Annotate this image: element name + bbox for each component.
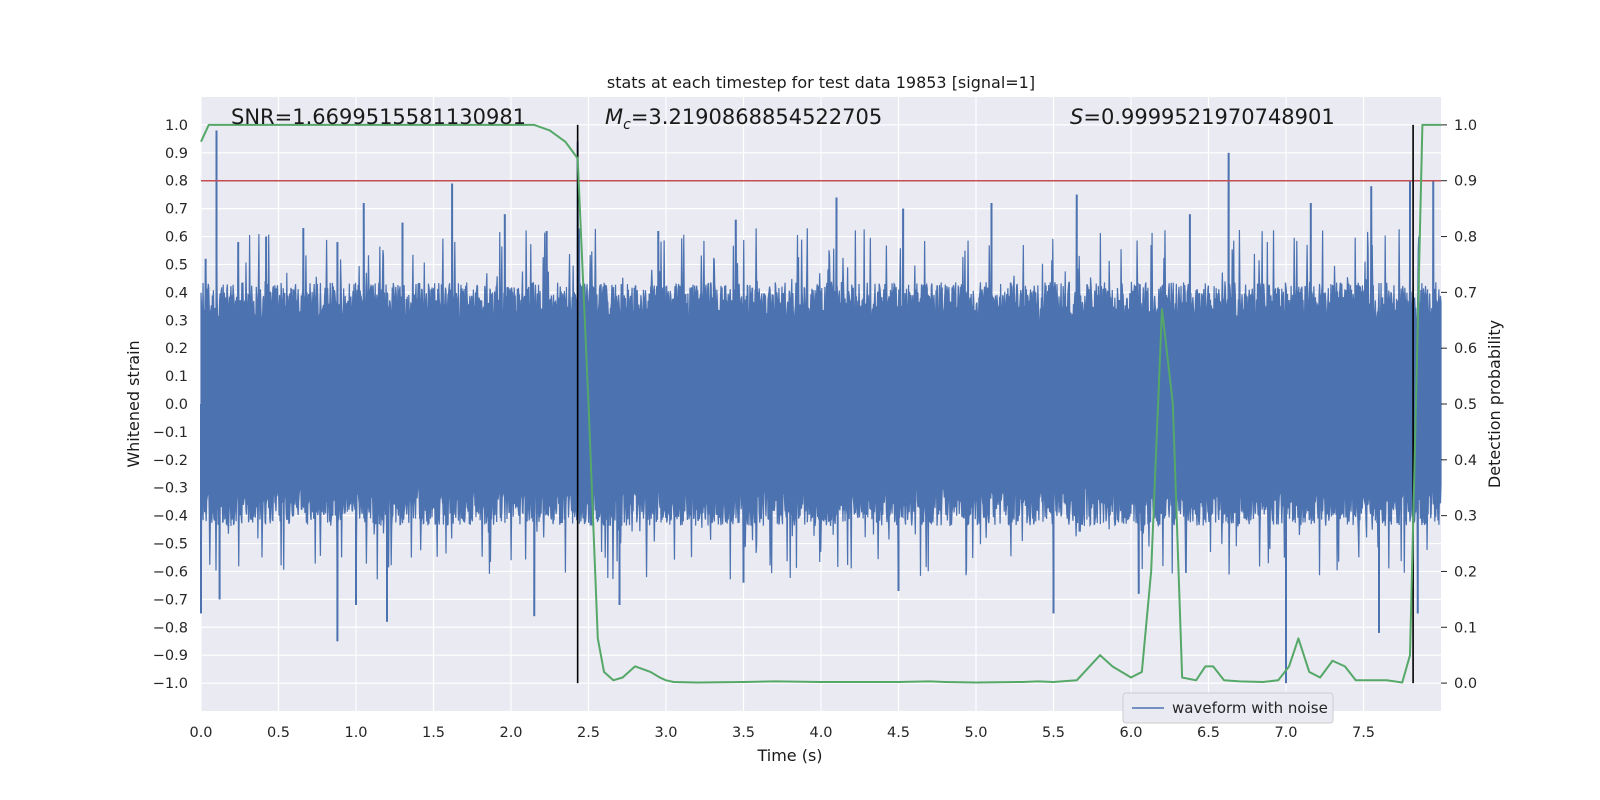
y-tick-label: −0.5 <box>153 537 188 553</box>
y-tick-label: 0.1 <box>165 369 188 385</box>
y2-tick-label: 0.8 <box>1454 230 1477 246</box>
y2-tick-label: 1.0 <box>1454 118 1477 134</box>
x-tick-label: 7.5 <box>1352 725 1375 741</box>
legend-box <box>1122 692 1334 724</box>
y-tick-label: 0.9 <box>165 146 188 162</box>
y2-tick-label: 0.6 <box>1454 341 1477 357</box>
legend: waveform with noise <box>1122 692 1334 724</box>
y-tick-label: −0.2 <box>153 453 188 469</box>
x-axis-label: Time (s) <box>756 746 822 765</box>
y-tick-label: 1.0 <box>165 118 188 134</box>
mc-annotation: Mc=3.2190868854522705 <box>605 105 882 133</box>
y-tick-label: −0.1 <box>153 425 188 441</box>
y-tick-label: −0.3 <box>153 481 188 497</box>
y2-tick-label: 0.7 <box>1454 285 1477 301</box>
y2-tick-label: 0.9 <box>1454 174 1477 190</box>
x-tick-label: 4.0 <box>809 725 832 741</box>
y2-axis-ticks: 1.0 0.9 0.8 0.7 0.6 0.5 0.4 0.3 0.2 0.1 0.0 <box>1441 118 1477 692</box>
y-tick-label: 0.3 <box>165 313 188 329</box>
overlay-lines <box>201 124 1441 684</box>
x-tick-label: 1.5 <box>422 725 445 741</box>
legend-label: waveform with noise <box>1172 699 1328 717</box>
chart-title: stats at each timestep for test data 198… <box>607 73 1035 92</box>
y2-axis-label: Detection probability <box>1485 320 1504 488</box>
y2-tick-label: 0.5 <box>1454 397 1477 413</box>
y2-tick-label: 0.0 <box>1454 676 1477 692</box>
x-tick-label: 7.0 <box>1274 725 1297 741</box>
snr-annotation: SNR=1.6699515581130981 <box>231 105 526 129</box>
s-value: =0.9999521970748901 <box>1083 105 1334 129</box>
mc-subscript: c <box>623 117 631 133</box>
y2-tick-label: 0.4 <box>1454 453 1477 469</box>
y-tick-label: −0.6 <box>153 564 188 580</box>
y-tick-label: 0.7 <box>165 202 188 218</box>
y2-tick-label: 0.2 <box>1454 564 1477 580</box>
probability-series <box>200 123 1441 684</box>
y2-tick-label: 0.1 <box>1454 620 1477 636</box>
x-tick-label: 6.5 <box>1197 725 1220 741</box>
mc-value: =3.2190868854522705 <box>631 105 882 129</box>
probability-line <box>200 123 1441 684</box>
y-tick-label: 0.5 <box>165 257 188 273</box>
x-tick-label: 3.5 <box>732 725 755 741</box>
waveform-series <box>200 130 1442 684</box>
x-tick-label: 5.5 <box>1042 725 1065 741</box>
y-axis-label: Whitened strain <box>124 340 143 467</box>
waveform-trace <box>200 130 1442 684</box>
s-symbol: S <box>1070 105 1083 129</box>
x-tick-label: 0.5 <box>267 725 290 741</box>
y-tick-label: −0.8 <box>153 620 188 636</box>
y-tick-label: −0.9 <box>153 648 188 664</box>
x-tick-label: 0.0 <box>189 725 212 741</box>
y-tick-label: −0.4 <box>153 509 188 525</box>
x-tick-label: 2.0 <box>499 725 522 741</box>
y-axis-ticks: 1.0 0.9 0.8 0.7 0.6 0.5 0.4 0.3 0.2 0.1 0.0 −0.1 −0.… <box>153 118 188 692</box>
y-tick-label: 0.8 <box>165 174 188 190</box>
y-tick-label: 0.2 <box>165 341 188 357</box>
x-tick-label: 1.0 <box>344 725 367 741</box>
mc-symbol: M <box>605 105 623 129</box>
y2-tick-label: 0.3 <box>1454 509 1477 525</box>
y-tick-label: −0.7 <box>153 592 188 608</box>
x-tick-label: 2.5 <box>577 725 600 741</box>
x-tick-label: 5.0 <box>964 725 987 741</box>
y-tick-label: 0.6 <box>165 230 188 246</box>
x-axis-ticks: 0.0 0.5 1.0 1.5 2.0 2.5 3.0 3.5 4.0 4.5 5.0 5.5 6.0 6… <box>189 725 1375 741</box>
y-tick-label: −1.0 <box>153 676 188 692</box>
y-tick-label: 0.4 <box>165 285 188 301</box>
y-tick-label: 0.0 <box>165 397 188 413</box>
s-annotation: S=0.9999521970748901 <box>1070 105 1335 129</box>
x-tick-label: 6.0 <box>1119 725 1142 741</box>
x-tick-label: 4.5 <box>887 725 910 741</box>
x-tick-label: 3.0 <box>654 725 677 741</box>
